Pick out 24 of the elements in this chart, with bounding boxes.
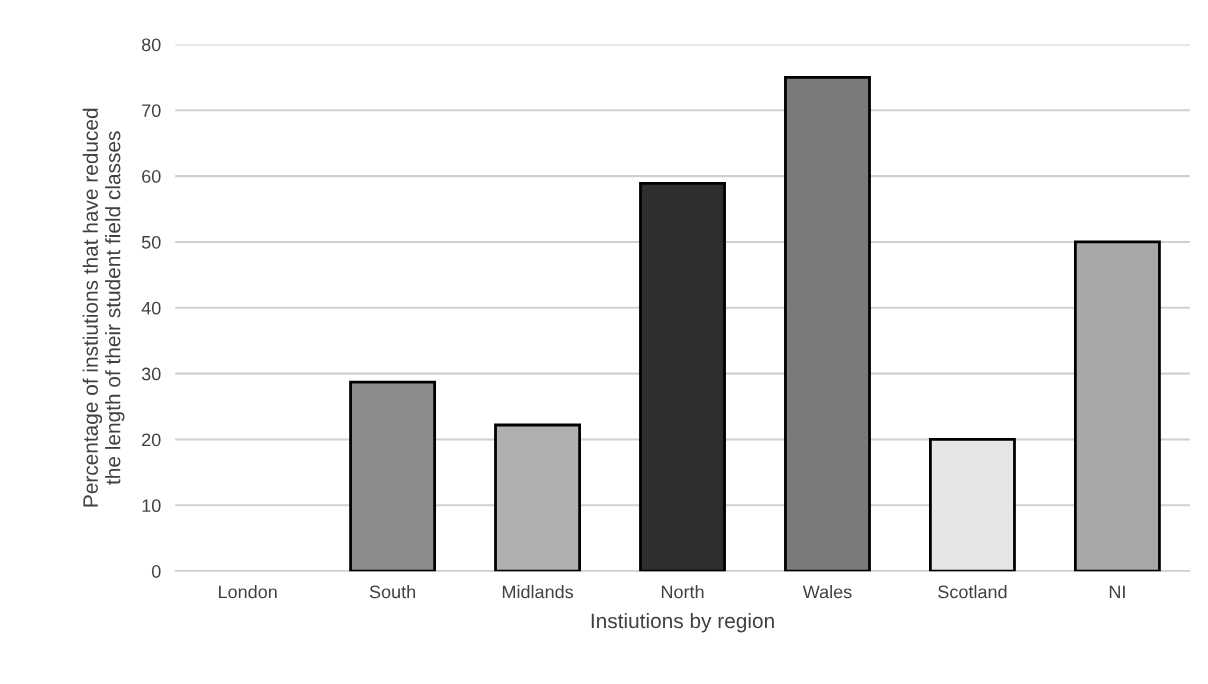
y-tick-label: 70 [142,104,161,118]
y-tick-label: 20 [142,433,161,447]
bar [349,380,437,572]
bar [929,438,1016,572]
y-tick-label: 60 [142,170,161,183]
x-tick-label: North [661,585,704,599]
y-tick-label: 30 [141,367,161,381]
y-tick-label: 10 [142,499,161,513]
y-tick-label: 80 [141,38,161,52]
y-tick-label: 50 [141,235,161,249]
x-tick-label: NI [1109,585,1125,599]
x-axis-title: Instiutions by region [591,612,774,633]
x-tick-label: Midlands [502,585,574,599]
y-tick-label: 0 [151,565,161,578]
y-tick-label: 40 [141,301,161,315]
bar [784,75,871,572]
bar [494,423,581,572]
x-tick-label: Scotland [938,585,1007,599]
x-tick-label: South [369,585,416,599]
y-axis-title: Percentage of instiutions that have reduced the length of their student field classes [82,108,125,507]
bar [639,181,726,572]
bar [1073,240,1161,572]
x-tick-label: Wales [802,585,852,599]
x-tick-label: London [219,585,277,599]
